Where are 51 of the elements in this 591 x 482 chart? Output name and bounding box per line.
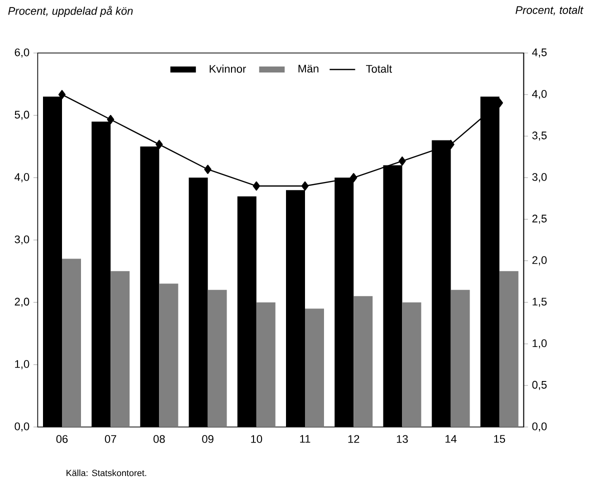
x-tick-label: 13	[396, 435, 408, 443]
x-tick-label: 11	[300, 435, 310, 443]
y2-tick-label: 1,5	[532, 298, 547, 307]
legend-label: Kvinnor	[210, 64, 246, 73]
y-tick-label: 0,0	[14, 422, 30, 432]
bar	[499, 271, 518, 427]
y2-tick-label: 0,0	[532, 422, 547, 432]
bar	[402, 302, 422, 427]
point	[204, 164, 212, 174]
x-tick-label: 10	[251, 435, 262, 443]
bar	[110, 271, 130, 427]
bar	[256, 302, 276, 427]
y-tick-label: 4,0	[14, 173, 30, 182]
bar	[354, 296, 373, 427]
y2-tick-label: 1,0	[532, 339, 547, 348]
x-tick-label: 14	[446, 435, 457, 443]
y2-tick-label: 2,5	[532, 214, 547, 224]
point	[107, 114, 114, 124]
x-tick-label: 08	[154, 435, 165, 443]
y-tick-label: 6,0	[14, 48, 30, 58]
y2-tick-label: 2,0	[532, 256, 547, 266]
y2-tick-label: 4,0	[532, 90, 547, 100]
y2-tick-label: 4,5	[532, 48, 547, 58]
point	[58, 90, 66, 100]
point	[350, 173, 358, 182]
bar	[62, 258, 81, 427]
x-tick-label: 15	[494, 435, 506, 443]
point	[252, 181, 260, 191]
y2-tick-label: 0,5	[532, 380, 547, 390]
y2-tick-label: 3,0	[532, 173, 547, 182]
point	[398, 156, 406, 166]
legend-label: Totalt	[366, 64, 392, 73]
legend-label: Män	[298, 64, 318, 73]
chart-title: Procent, uppdelad på kön	[8, 6, 133, 18]
y2-tick-label: 3,5	[532, 132, 547, 141]
y-tick-label: 5,0	[14, 110, 30, 120]
bar	[208, 290, 227, 427]
x-tick-label: 06	[56, 435, 68, 443]
y-tick-label: 3,0	[14, 235, 30, 245]
point	[156, 140, 163, 150]
y2-axis-title: Procent, totalt	[516, 6, 584, 16]
x-tick-label: 07	[104, 435, 116, 443]
bar	[450, 290, 470, 427]
bar	[159, 284, 178, 427]
point	[301, 181, 309, 191]
bar	[305, 308, 324, 427]
x-tick-label: 09	[202, 435, 214, 443]
y-tick-label: 1,0	[15, 360, 30, 370]
text: Källa: Statskontoret.	[66, 470, 146, 476]
x-tick-label: 12	[348, 435, 360, 443]
y-tick-label: 2,0	[14, 298, 30, 307]
